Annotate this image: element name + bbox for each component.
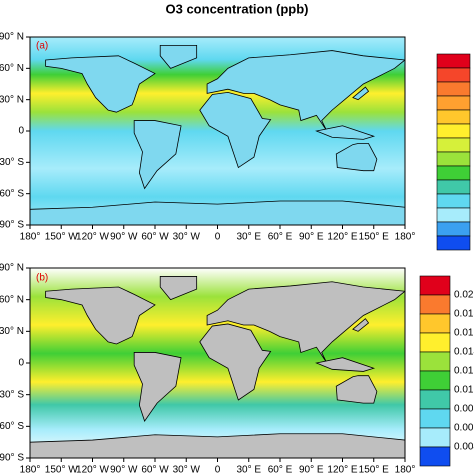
lat-label: 90° S: [0, 220, 24, 231]
lat-label: 90° S: [0, 453, 24, 464]
colorbar-box: [419, 446, 451, 467]
lat-label: 30° S: [0, 389, 24, 400]
lon-label: 120° E: [327, 465, 357, 474]
colorbar-box: [436, 151, 471, 167]
lon-label: 90° W: [110, 232, 138, 243]
lon-label: 150° E: [359, 232, 389, 243]
colorbar-label: 0.02: [454, 290, 474, 301]
colorbar-box: [419, 294, 451, 315]
lon-label: 120° W: [76, 232, 109, 243]
lat-label: 60° N: [0, 294, 24, 305]
colorbar-label: 0.004: [454, 442, 474, 453]
colorbar-label: 0.01: [454, 385, 474, 396]
lon-label: 180°: [395, 465, 416, 474]
lon-label: 150° W: [45, 232, 78, 243]
colorbar-box: [436, 53, 471, 69]
lon-label: 30° E: [236, 232, 261, 243]
map-a: [29, 36, 406, 226]
colorbar-box: [436, 207, 471, 223]
lat-label: 30° N: [0, 94, 24, 105]
panel-label: (a): [36, 41, 48, 52]
colorbar-label: 0.018: [454, 309, 474, 320]
colorbar-box: [419, 389, 451, 410]
lat-label: 0: [18, 358, 24, 369]
colorbar-label: 0.014: [454, 347, 474, 358]
lat-label: 90° N: [0, 32, 24, 43]
colorbar-box: [436, 235, 471, 251]
colorbar-label: 0.008: [454, 404, 474, 415]
colorbar-box: [436, 81, 471, 97]
colorbar-label: 0.016: [454, 328, 474, 339]
lon-label: 90° E: [299, 465, 324, 474]
colorbar-box: [436, 179, 471, 195]
lat-label: 60° S: [0, 421, 24, 432]
lon-label: 180°: [20, 465, 41, 474]
colorbar-box: [419, 370, 451, 391]
colorbar-label: 0.012: [454, 366, 474, 377]
colorbar-box: [436, 109, 471, 125]
colorbar-box: [419, 408, 451, 429]
lon-label: 120° W: [76, 465, 109, 474]
colorbar-box: [436, 123, 471, 139]
lat-label: 60° N: [0, 63, 24, 74]
colorbar-box: [419, 427, 451, 448]
lon-label: 60° W: [141, 465, 169, 474]
colorbar-box: [419, 351, 451, 372]
lon-label: 0: [215, 465, 221, 474]
lon-label: 90° W: [110, 465, 138, 474]
colorbar-box: [436, 137, 471, 153]
lon-label: 60° W: [141, 232, 169, 243]
lon-label: 180°: [395, 232, 416, 243]
lon-label: 180°: [20, 232, 41, 243]
colorbar-box: [436, 193, 471, 209]
lon-label: 150° W: [45, 465, 78, 474]
colorbar-box: [419, 332, 451, 353]
lon-label: 120° E: [327, 232, 357, 243]
lon-label: 0: [215, 232, 221, 243]
colorbar-box: [419, 275, 451, 296]
colorbar-label: 0.006: [454, 423, 474, 434]
colorbar-box: [436, 95, 471, 111]
lon-label: 90° E: [299, 232, 324, 243]
lat-label: 0: [18, 126, 24, 137]
lon-label: 30° W: [173, 232, 201, 243]
colorbar-box: [436, 165, 471, 181]
lat-label: 30° S: [0, 157, 24, 168]
lon-label: 30° E: [236, 465, 261, 474]
lat-label: 30° N: [0, 326, 24, 337]
colorbar-box: [436, 221, 471, 237]
lon-label: 150° E: [359, 465, 389, 474]
lon-label: 60° E: [268, 232, 293, 243]
lon-label: 60° E: [268, 465, 293, 474]
lat-label: 60° S: [0, 188, 24, 199]
colorbar-box: [419, 313, 451, 334]
panel-label: (b): [36, 273, 48, 284]
lat-label: 90° N: [0, 263, 24, 274]
map-b: [29, 267, 406, 459]
lon-label: 30° W: [173, 465, 201, 474]
colorbar-box: [436, 67, 471, 83]
title: O3 concentration (ppb): [166, 1, 309, 16]
